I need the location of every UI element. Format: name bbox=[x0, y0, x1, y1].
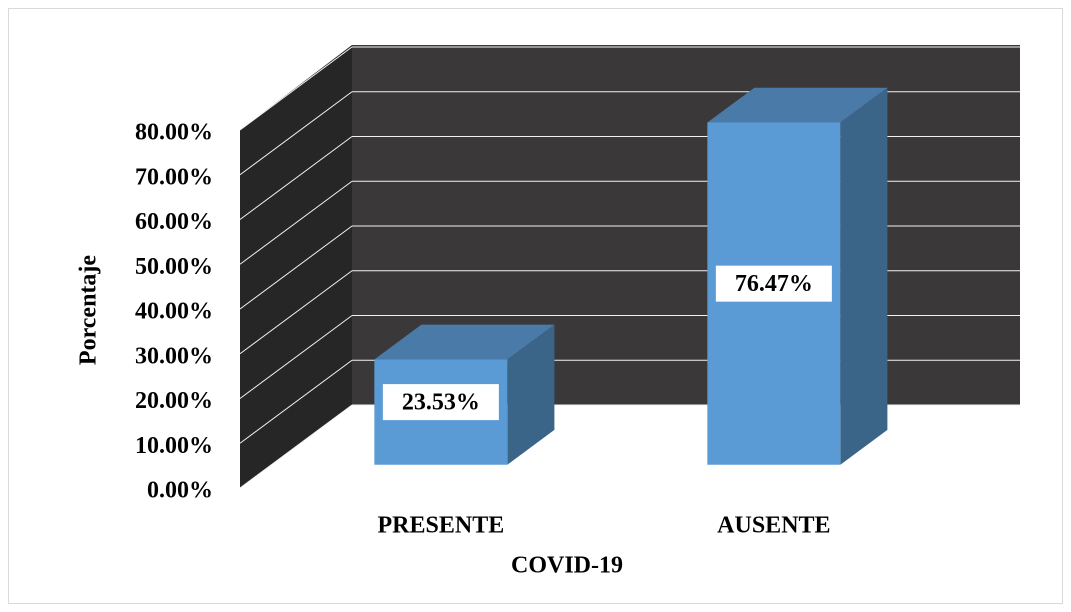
y-tick-label: 50.00% bbox=[135, 254, 213, 280]
bar-side bbox=[507, 324, 555, 465]
y-tick-label: 70.00% bbox=[135, 164, 213, 190]
grid-line bbox=[239, 136, 353, 220]
grid bbox=[239, 46, 1020, 489]
bars: 23.53% 76.47% bbox=[374, 87, 888, 465]
grid-line bbox=[239, 315, 353, 399]
data-label-box bbox=[382, 384, 499, 421]
grid-line bbox=[239, 225, 353, 310]
grid-line bbox=[239, 404, 353, 489]
y-tick-label: 80.00% bbox=[135, 120, 213, 146]
bar-top bbox=[374, 324, 555, 360]
y-tick-label: 0.00% bbox=[147, 478, 213, 504]
grid-line bbox=[239, 270, 353, 355]
y-tick-label: 20.00% bbox=[135, 388, 213, 414]
data-label-box bbox=[715, 265, 832, 302]
grid-line bbox=[239, 46, 353, 131]
bar-top bbox=[707, 87, 888, 123]
grid-line bbox=[239, 359, 353, 444]
x-axis-title: COVID-19 bbox=[511, 553, 623, 579]
bar-side bbox=[840, 87, 888, 465]
x-tick-label: PRESENTE bbox=[378, 513, 505, 539]
x-tick-label: AUSENTE bbox=[717, 513, 830, 539]
data-label: 23.53% bbox=[402, 390, 480, 416]
y-tick-label: 40.00% bbox=[135, 299, 213, 325]
y-tick-label: 30.00% bbox=[135, 343, 213, 369]
data-label: 76.47% bbox=[735, 271, 813, 297]
grid-line bbox=[239, 91, 353, 176]
y-tick-label: 10.00% bbox=[135, 433, 213, 459]
grid-line bbox=[239, 180, 353, 265]
y-axis-title: Porcentaje bbox=[76, 255, 102, 366]
y-tick-label: 60.00% bbox=[135, 209, 213, 235]
